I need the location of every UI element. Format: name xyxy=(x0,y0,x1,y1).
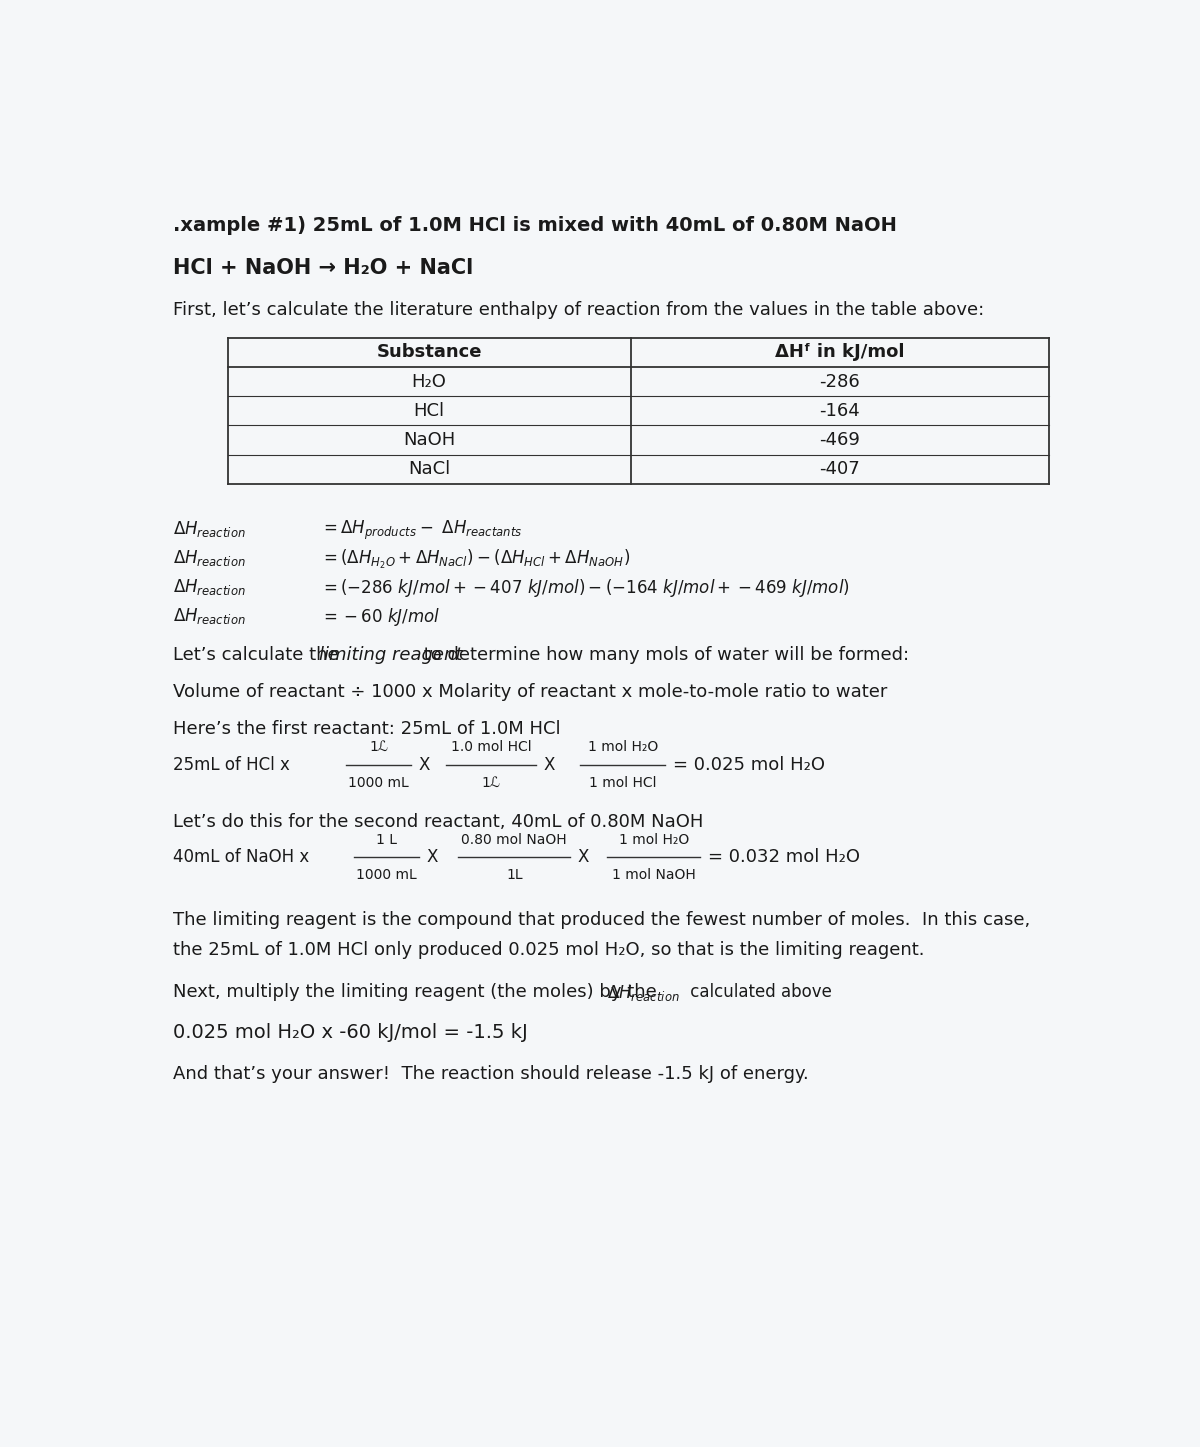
Text: -469: -469 xyxy=(820,431,860,449)
Text: 0.025 mol H₂O x -60 kJ/mol = -1.5 kJ: 0.025 mol H₂O x -60 kJ/mol = -1.5 kJ xyxy=(173,1023,528,1042)
Text: The limiting reagent is the compound that produced the fewest number of moles.  : The limiting reagent is the compound tha… xyxy=(173,912,1031,929)
Text: to determine how many mols of water will be formed:: to determine how many mols of water will… xyxy=(418,647,910,664)
Text: NaOH: NaOH xyxy=(403,431,455,449)
Text: 1 mol HCl: 1 mol HCl xyxy=(589,776,656,790)
Text: 1ℒ: 1ℒ xyxy=(481,776,500,790)
Text: = 0.025 mol H₂O: = 0.025 mol H₂O xyxy=(673,755,826,774)
Text: First, let’s calculate the literature enthalpy of reaction from the values in th: First, let’s calculate the literature en… xyxy=(173,301,984,318)
Text: $\Delta H_{reaction}$: $\Delta H_{reaction}$ xyxy=(173,518,246,538)
Text: $\Delta H_{reaction}$: $\Delta H_{reaction}$ xyxy=(173,577,246,598)
Text: $= \Delta H_{products} - \ \Delta H_{reactants}$: $= \Delta H_{products} - \ \Delta H_{rea… xyxy=(320,518,523,541)
Text: HCl: HCl xyxy=(414,402,444,420)
Text: -164: -164 xyxy=(820,402,860,420)
Text: -286: -286 xyxy=(820,372,860,391)
Text: 25mL of HCl x: 25mL of HCl x xyxy=(173,755,290,774)
Text: $\Delta H_{reaction}$: $\Delta H_{reaction}$ xyxy=(173,548,246,567)
Text: calculated above: calculated above xyxy=(685,983,832,1001)
Text: X: X xyxy=(544,755,556,774)
Text: ΔHᶠ in kJ/mol: ΔHᶠ in kJ/mol xyxy=(775,343,905,362)
Text: 1 mol H₂O: 1 mol H₂O xyxy=(588,741,658,754)
Text: 1000 mL: 1000 mL xyxy=(348,776,409,790)
Text: 1.0 mol HCl: 1.0 mol HCl xyxy=(451,741,532,754)
Text: HCl + NaOH → H₂O + NaCl: HCl + NaOH → H₂O + NaCl xyxy=(173,259,474,278)
Text: $= (-286\ kJ/mol + -407\ kJ/mol) - (-164\ kJ/mol + -469\ kJ/mol)$: $= (-286\ kJ/mol + -407\ kJ/mol) - (-164… xyxy=(320,577,851,599)
Text: 0.80 mol NaOH: 0.80 mol NaOH xyxy=(462,832,568,846)
Text: Substance: Substance xyxy=(377,343,481,362)
Text: .xample #1) 25mL of 1.0M HCl is mixed with 40mL of 0.80M NaOH: .xample #1) 25mL of 1.0M HCl is mixed wi… xyxy=(173,216,898,234)
Text: $= (\Delta H_{H_2O} + \Delta H_{NaCl}) - (\Delta H_{HCl} + \Delta H_{NaOH})$: $= (\Delta H_{H_2O} + \Delta H_{NaCl}) -… xyxy=(320,548,631,572)
Text: = 0.032 mol H₂O: = 0.032 mol H₂O xyxy=(708,848,860,867)
Text: Next, multiply the limiting reagent (the moles) by the: Next, multiply the limiting reagent (the… xyxy=(173,983,662,1001)
Text: Let’s calculate the: Let’s calculate the xyxy=(173,647,344,664)
Text: 1 L: 1 L xyxy=(376,832,397,846)
Text: 1000 mL: 1000 mL xyxy=(356,868,416,883)
Text: $\Delta H_{reaction}$: $\Delta H_{reaction}$ xyxy=(173,606,246,627)
Text: Here’s the first reactant: 25mL of 1.0M HCl: Here’s the first reactant: 25mL of 1.0M … xyxy=(173,721,560,738)
Text: H₂O: H₂O xyxy=(412,372,446,391)
Text: 1L: 1L xyxy=(506,868,522,883)
Text: Let’s do this for the second reactant, 40mL of 0.80M NaOH: Let’s do this for the second reactant, 4… xyxy=(173,813,703,831)
Text: NaCl: NaCl xyxy=(408,460,450,479)
Text: X: X xyxy=(427,848,438,867)
Text: X: X xyxy=(419,755,431,774)
Text: $\Delta H_{reaction}$: $\Delta H_{reaction}$ xyxy=(607,983,680,1003)
Text: 40mL of NaOH x: 40mL of NaOH x xyxy=(173,848,310,867)
Text: $= -60\ kJ/mol$: $= -60\ kJ/mol$ xyxy=(320,606,440,628)
Text: -407: -407 xyxy=(820,460,860,479)
Text: X: X xyxy=(578,848,589,867)
Text: 1ℒ: 1ℒ xyxy=(370,741,388,754)
Text: the 25mL of 1.0M HCl only produced 0.025 mol H₂O, so that is the limiting reagen: the 25mL of 1.0M HCl only produced 0.025… xyxy=(173,941,925,958)
Text: 1 mol NaOH: 1 mol NaOH xyxy=(612,868,696,883)
Text: And that’s your answer!  The reaction should release -1.5 kJ of energy.: And that’s your answer! The reaction sho… xyxy=(173,1065,809,1084)
Text: 1 mol H₂O: 1 mol H₂O xyxy=(619,832,689,846)
Text: limiting reagent: limiting reagent xyxy=(319,647,462,664)
Text: Volume of reactant ÷ 1000 x Molarity of reactant x mole-to-mole ratio to water: Volume of reactant ÷ 1000 x Molarity of … xyxy=(173,683,888,702)
